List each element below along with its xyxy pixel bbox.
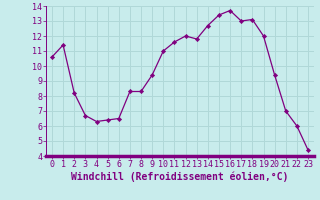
- X-axis label: Windchill (Refroidissement éolien,°C): Windchill (Refroidissement éolien,°C): [71, 172, 289, 182]
